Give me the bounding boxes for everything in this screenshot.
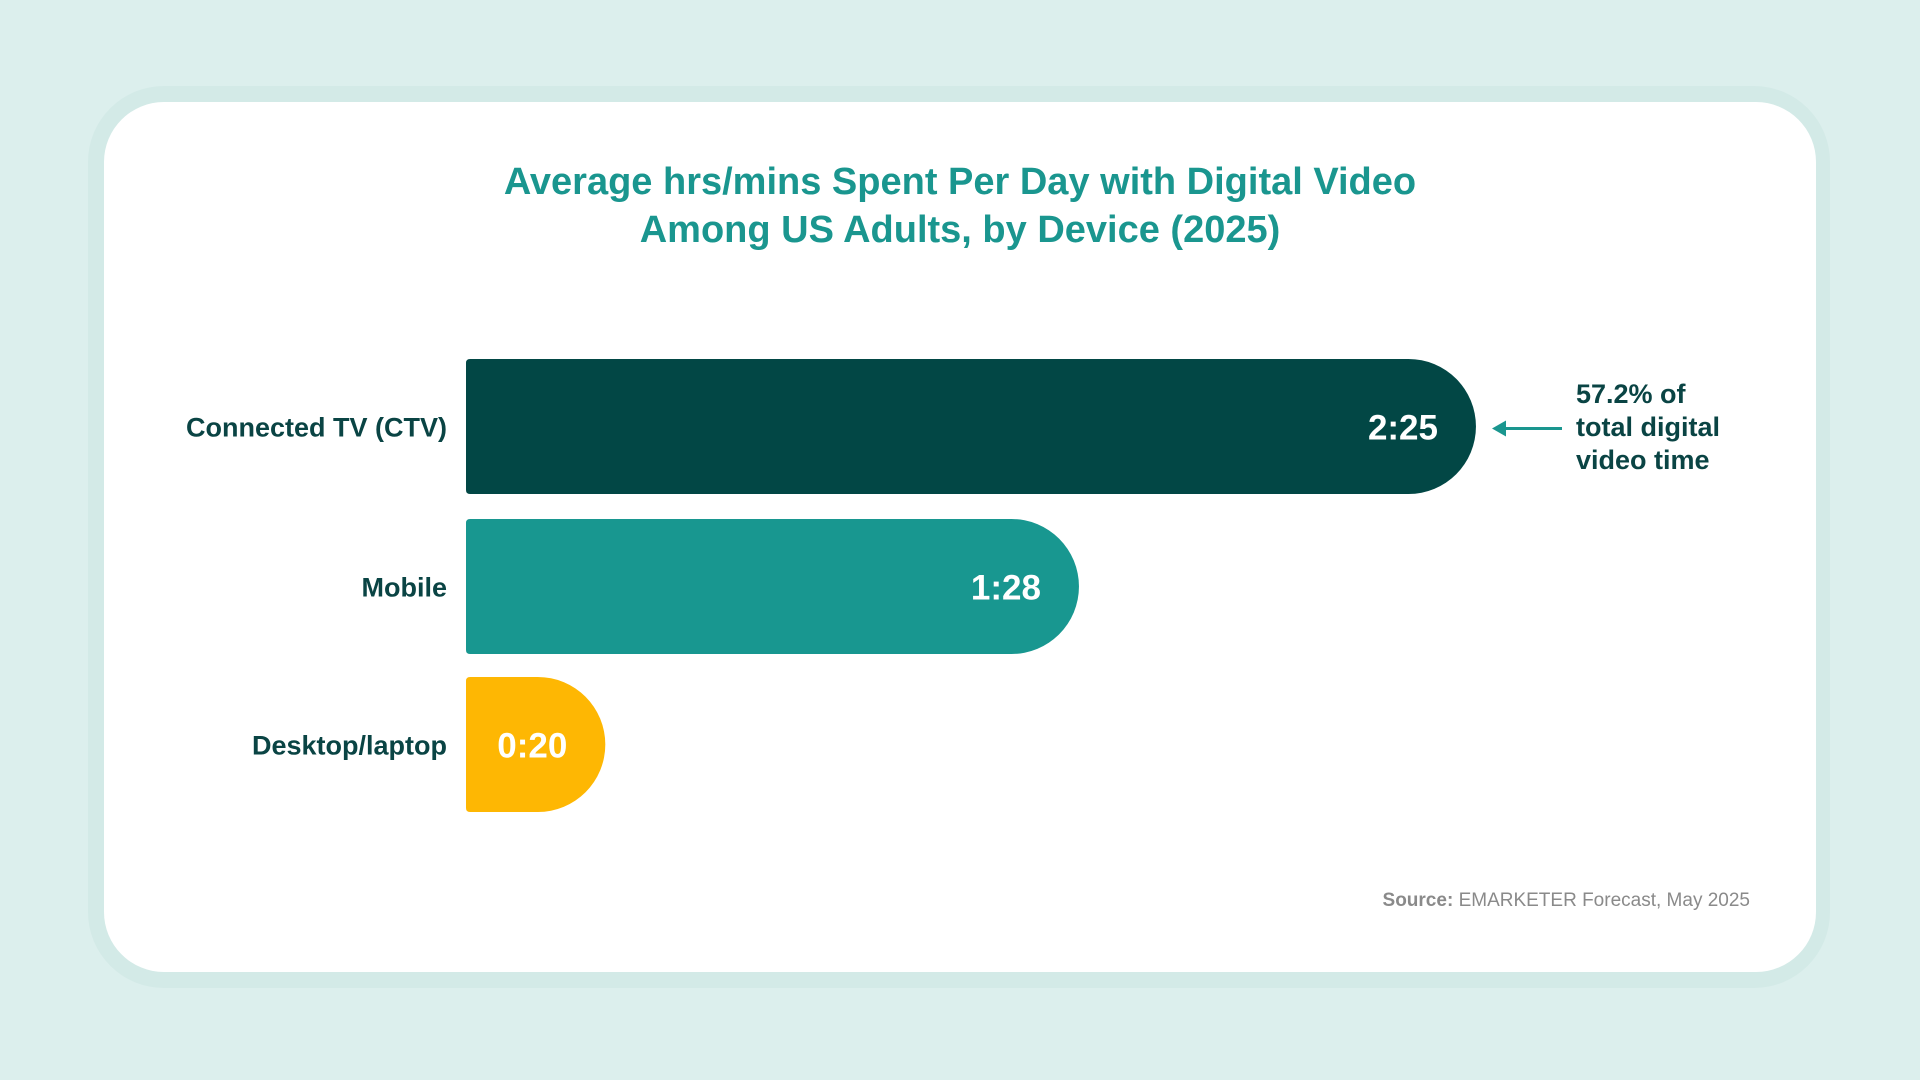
source-text: EMARKETER Forecast, May 2025 xyxy=(1458,890,1750,911)
value-label-mobile: 1:28 xyxy=(971,569,1041,608)
value-label-desktop-laptop: 0:20 xyxy=(497,727,567,766)
annotation-line-2: total digital xyxy=(1576,412,1720,442)
chart-title-line-1: Average hrs/mins Spent Per Day with Digi… xyxy=(503,161,1417,203)
value-label-connected-tv-ctv: 2:25 xyxy=(1368,409,1438,448)
source-label: Source: xyxy=(1382,890,1454,911)
category-label-connected-tv-ctv: Connected TV (CTV) xyxy=(186,413,447,443)
ctv-share-annotation: 57.2% of total digital video time xyxy=(1576,378,1720,477)
chart-title-line-2: Among US Adults, by Device (2025) xyxy=(639,209,1281,251)
bar-mobile xyxy=(466,519,1079,654)
category-label-desktop-laptop: Desktop/laptop xyxy=(252,731,447,761)
chart-title: Average hrs/mins Spent Per Day with Digi… xyxy=(104,158,1816,254)
annotation-arrow-head xyxy=(1492,420,1506,437)
annotation-line-3: video time xyxy=(1576,445,1710,475)
annotation-line-1: 57.2% of xyxy=(1576,379,1686,409)
category-label-mobile: Mobile xyxy=(362,573,448,603)
source-note: Source: EMARKETER Forecast, May 2025 xyxy=(1383,890,1750,912)
bar-connected-tv-ctv xyxy=(466,359,1476,494)
bar-desktop-laptop xyxy=(466,677,606,812)
